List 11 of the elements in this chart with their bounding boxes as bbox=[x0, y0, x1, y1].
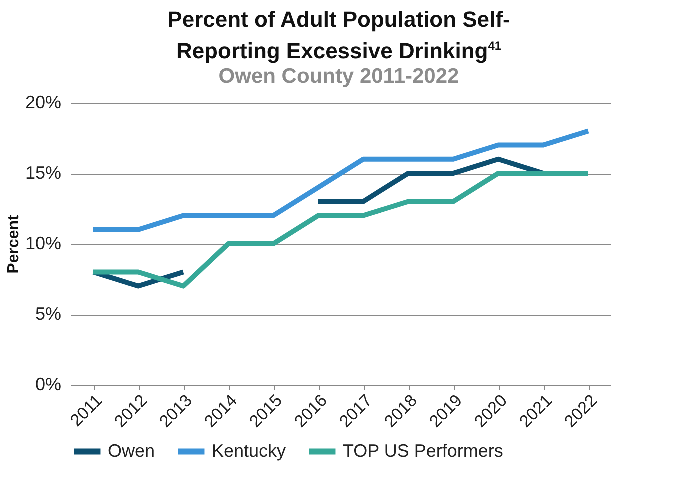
legend-label: TOP US Performers bbox=[343, 441, 504, 462]
y-tick-label: 15% bbox=[25, 163, 62, 184]
legend-label: Kentucky bbox=[212, 441, 286, 462]
y-tick-label: 5% bbox=[35, 304, 62, 324]
chart-subtitle: Owen County 2011-2022 bbox=[218, 64, 460, 90]
legend-label: Owen bbox=[108, 441, 156, 462]
y-tick-label: 0% bbox=[35, 374, 62, 395]
chart-title: Percent of Adult Population Self-Reporting Excessive Drinking$^{41}$ bbox=[166, 6, 512, 64]
y-tick-label: 20% bbox=[25, 92, 62, 113]
y-tick-label: 10% bbox=[25, 234, 62, 254]
y-axis-title: Percent bbox=[5, 214, 22, 274]
